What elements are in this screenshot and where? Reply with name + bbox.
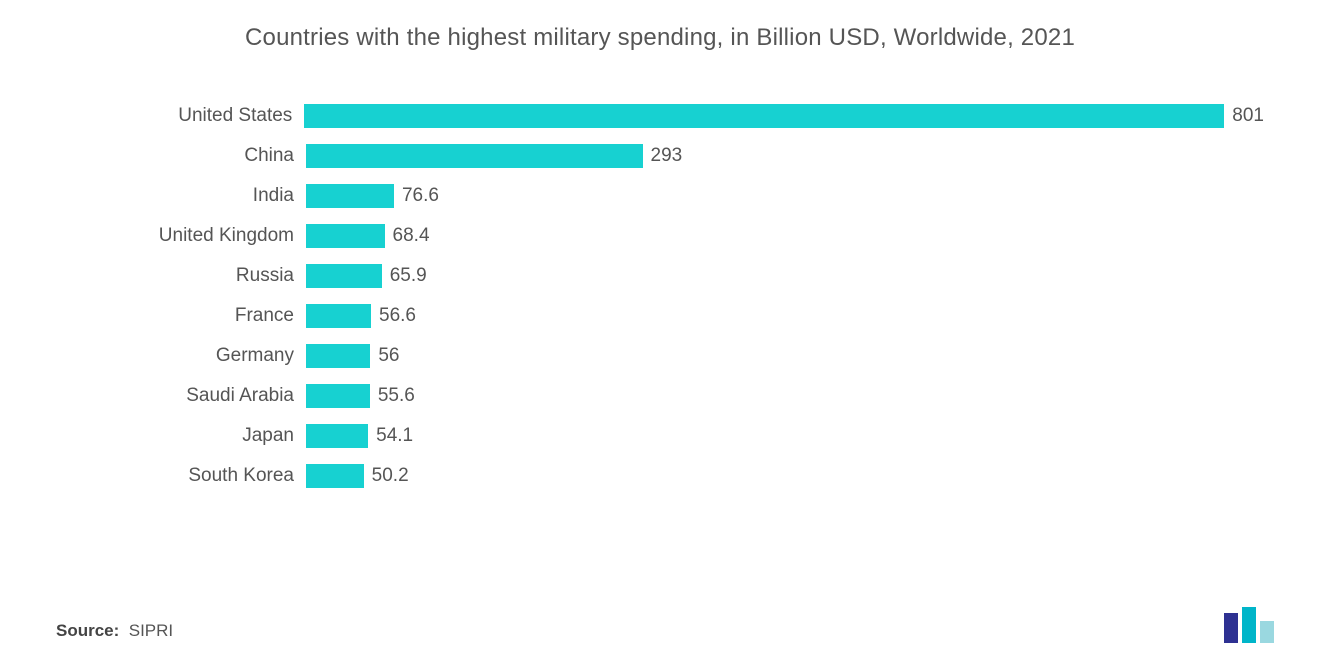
value-label: 76.6 [394, 185, 439, 207]
chart-title: Countries with the highest military spen… [56, 24, 1264, 52]
value-label: 56 [370, 345, 399, 367]
bar-cell: 801 [304, 104, 1264, 128]
category-label: India [56, 185, 306, 207]
bar-rows: United States 801 China 293 India 76.6 United … [56, 96, 1264, 496]
bar-row: France 56.6 [56, 296, 1264, 336]
bar [306, 424, 368, 448]
bar [306, 384, 370, 408]
bar-cell: 54.1 [306, 424, 1264, 448]
bar-cell: 56 [306, 344, 1264, 368]
category-label: South Korea [56, 465, 306, 487]
bar-cell: 76.6 [306, 184, 1264, 208]
bar-cell: 56.6 [306, 304, 1264, 328]
value-label: 56.6 [371, 305, 416, 327]
bar [306, 344, 370, 368]
bar-row: South Korea 50.2 [56, 456, 1264, 496]
bar-row: Saudi Arabia 55.6 [56, 376, 1264, 416]
brand-logo [1220, 603, 1288, 647]
value-label: 65.9 [382, 265, 427, 287]
bar-row: United States 801 [56, 96, 1264, 136]
source-line: Source: SIPRI [56, 621, 173, 641]
category-label: Saudi Arabia [56, 385, 306, 407]
bar [306, 304, 371, 328]
bar-cell: 68.4 [306, 224, 1264, 248]
bar-row: Japan 54.1 [56, 416, 1264, 456]
bar-row: Germany 56 [56, 336, 1264, 376]
bar [306, 224, 385, 248]
bar [304, 104, 1224, 128]
bar-cell: 50.2 [306, 464, 1264, 488]
value-label: 50.2 [364, 465, 409, 487]
value-label: 68.4 [385, 225, 430, 247]
source-prefix: Source: [56, 621, 119, 640]
bar-row: China 293 [56, 136, 1264, 176]
bar-row: United Kingdom 68.4 [56, 216, 1264, 256]
bar-cell: 293 [306, 144, 1264, 168]
category-label: Germany [56, 345, 306, 367]
bar-row: Russia 65.9 [56, 256, 1264, 296]
bar-cell: 55.6 [306, 384, 1264, 408]
value-label: 55.6 [370, 385, 415, 407]
category-label: United Kingdom [56, 225, 306, 247]
bar [306, 264, 382, 288]
bar [306, 144, 643, 168]
source-text: SIPRI [129, 621, 173, 640]
chart-container: Countries with the highest military spen… [0, 0, 1320, 665]
bar-row: India 76.6 [56, 176, 1264, 216]
bar-cell: 65.9 [306, 264, 1264, 288]
category-label: France [56, 305, 306, 327]
value-label: 293 [643, 145, 683, 167]
category-label: Russia [56, 265, 306, 287]
category-label: Japan [56, 425, 306, 447]
category-label: China [56, 145, 306, 167]
bar [306, 464, 364, 488]
value-label: 54.1 [368, 425, 413, 447]
value-label: 801 [1224, 105, 1264, 127]
category-label: United States [56, 105, 304, 127]
bar [306, 184, 394, 208]
